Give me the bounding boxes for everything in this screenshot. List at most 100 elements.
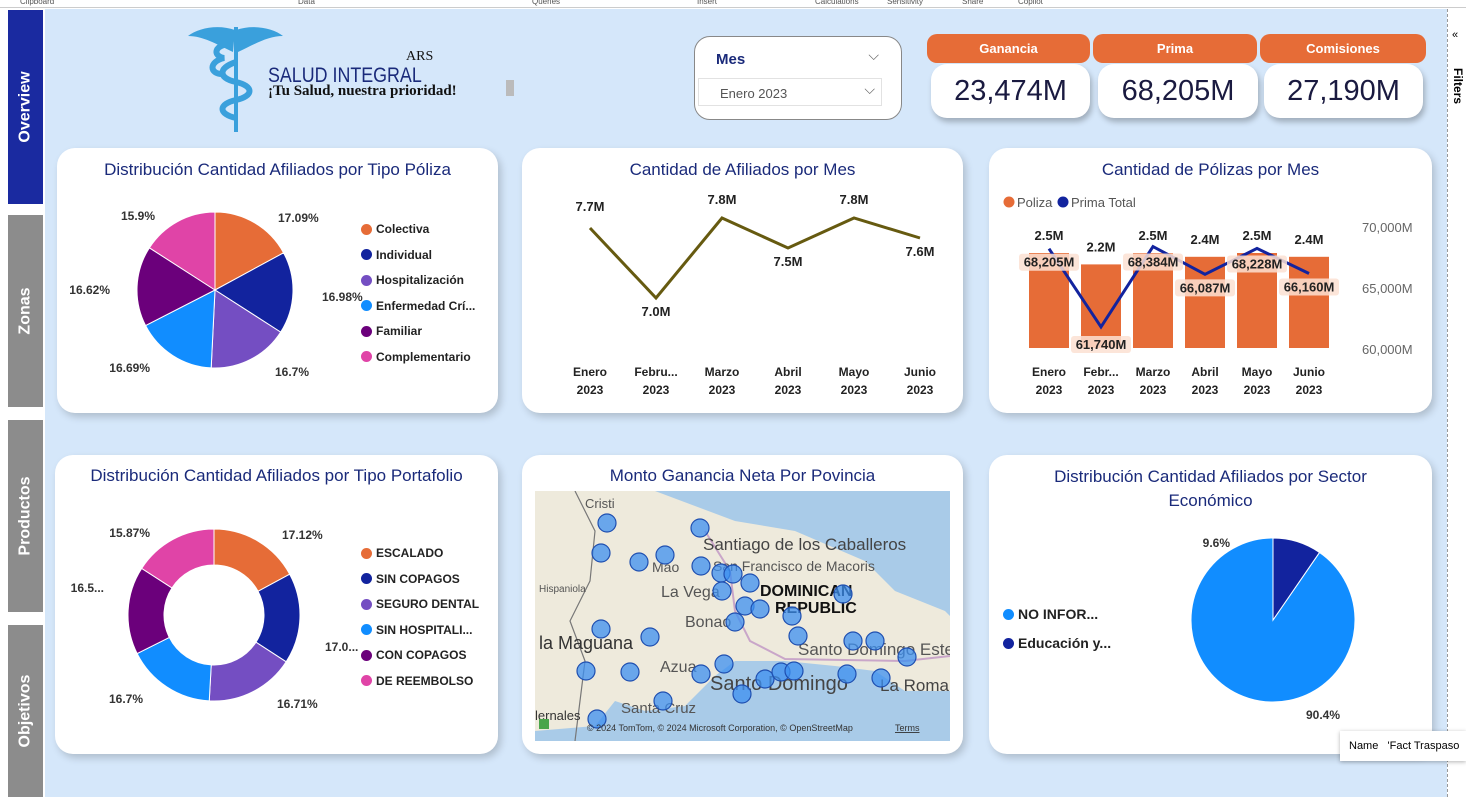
legend-label: DE REEMBOLSO [376, 673, 474, 688]
legend-item[interactable]: Enfermedad Crí... [361, 299, 475, 313]
map-bubble [784, 661, 804, 681]
map-terms-link: Terms [895, 723, 920, 733]
map-bubble [597, 513, 617, 533]
slicer-dropdown[interactable]: Enero 2023 ⌵ [698, 78, 882, 106]
legend-label: Individual [376, 247, 433, 262]
kpi-ganancia-label: Ganancia [927, 34, 1090, 63]
chevron-down-icon[interactable]: ⌵ [868, 47, 879, 63]
map-bubble [629, 552, 649, 572]
legend-marker [361, 598, 372, 610]
map-attribution: © 2024 TomTom, © 2024 Microsoft Corporat… [587, 723, 853, 733]
map-bubble [712, 581, 732, 601]
legend-label: CON COPAGOS [376, 648, 467, 662]
map-bubble [691, 556, 711, 576]
map-bubble [740, 573, 760, 593]
map-bubble [788, 626, 808, 646]
legend-marker [361, 274, 372, 286]
nav-tab-objetivos[interactable]: Objetivos [8, 625, 43, 797]
map-canvas[interactable]: Cristi Santiago de los Caballeros San Fran… [535, 491, 950, 741]
chart-title: Distribución Cantidad Afiliados por Sect… [1054, 467, 1367, 510]
legend-label: NO INFOR... [1018, 606, 1099, 622]
map-bubble [690, 518, 710, 538]
legend-item[interactable]: DE REEMBOLSO [361, 674, 473, 688]
nav-tab-productos[interactable]: Productos [8, 420, 43, 612]
logo-ars: ARS [406, 49, 434, 64]
legend-marker [361, 325, 372, 337]
legend-item[interactable]: SEGURO DENTAL [361, 597, 479, 611]
card-combo-polizas: Cantidad de Pólizas por Mes [989, 148, 1432, 413]
nav-tab-zonas[interactable]: Zonas [8, 215, 43, 407]
map-bubble [587, 709, 607, 729]
nav-tab-overview[interactable]: Overview [8, 10, 43, 204]
map-place-label: la Maguana [539, 633, 634, 653]
map-place-label: La Vega [661, 584, 720, 601]
chart-title: Monto Ganancia Neta Por Povincia [609, 466, 876, 485]
map-bubble [871, 668, 891, 688]
map-place-label: Santiago de los Caballeros [703, 535, 906, 554]
legend-item[interactable]: Hospitalización [361, 273, 464, 287]
filters-pane[interactable]: « Filters [1447, 9, 1466, 797]
chart-title: Cantidad de Afiliados por Mes [629, 160, 856, 179]
map-place-label: La Romana [880, 676, 950, 695]
map-bubble [576, 661, 596, 681]
legend-label: Familiar [376, 324, 423, 338]
ribbon-group-label: Clipboard [20, 0, 55, 6]
legend-marker [1003, 608, 1014, 620]
slicer-label: Mes [716, 51, 746, 68]
kpi-comisiones-value: 27,190M [1264, 64, 1423, 118]
tooltip: Name 'Fact Traspaso [1340, 731, 1466, 761]
card-line-afiliados: Cantidad de Afiliados por Mes [522, 148, 963, 413]
legend-marker [1003, 637, 1014, 649]
map-place-label: Hispaniola [539, 584, 586, 595]
legend-label: SIN HOSPITALI... [376, 622, 473, 637]
map-bubble [732, 684, 752, 704]
map-bubble [755, 669, 775, 689]
map-bubble [691, 664, 711, 684]
map-bubble [782, 606, 802, 626]
map-bubble [653, 691, 673, 711]
kpi-prima-value: 68,205M [1098, 64, 1258, 118]
legend-item[interactable]: NO INFOR... [1003, 606, 1098, 622]
kpi-ganancia-value: 23,474M [931, 64, 1090, 118]
legend-marker [361, 573, 372, 584]
legend-item[interactable]: Complementario [361, 350, 471, 364]
map-place-label: Azua [660, 659, 697, 676]
ribbon-group-label: Data [298, 0, 315, 6]
legend-label: Hospitalización [376, 273, 465, 287]
logo-name: SALUD INTEGRAL [268, 64, 422, 87]
month-slicer: Mes ⌵ Enero 2023 ⌵ [694, 36, 902, 120]
kpi-comisiones-label: Comisiones [1260, 34, 1426, 63]
legend-marker [361, 249, 372, 260]
legend-item[interactable]: Colectiva [361, 222, 429, 236]
logo-tagline: ¡Tu Salud, nuestra prioridad! [268, 83, 457, 99]
map-bubble [837, 664, 857, 684]
legend-item[interactable]: SIN COPAGOS [361, 572, 460, 586]
map-bubble [897, 647, 917, 667]
map-visual[interactable]: Cristi Santiago de los Caballeros San Fran… [535, 491, 950, 741]
legend-item[interactable]: Educación y... [1003, 635, 1111, 651]
chart-title: Distribución Cantidad Afiliados por Tipo… [104, 160, 451, 179]
ribbon-group-label: Sensitivity [887, 0, 924, 6]
tooltip-key: Name [1349, 740, 1379, 752]
collapse-icon[interactable]: « [1452, 29, 1459, 41]
legend-label: Complementario [376, 349, 471, 364]
ribbon: Clipboard Data Queries Insert Calculations Se… [0, 0, 1466, 8]
map-place-label: DOMINICAN [760, 583, 852, 600]
legend-item[interactable]: Familiar [361, 324, 422, 338]
nav-label: Zonas [16, 287, 34, 335]
legend-item[interactable]: ESCALADO [361, 546, 443, 560]
map-bubble [865, 631, 885, 651]
legend-item[interactable]: SIN HOSPITALI... [361, 623, 472, 637]
legend-item[interactable]: Individual [361, 248, 432, 262]
chevron-down-icon: ⌵ [864, 81, 875, 97]
microsoft-logo-icon [539, 719, 549, 729]
legend-label: Educación y... [1018, 635, 1112, 651]
legend-label: SIN COPAGOS [376, 571, 460, 586]
map-bubble [750, 599, 770, 619]
legend-marker [361, 624, 372, 635]
ribbon-group-label: Insert [697, 0, 718, 6]
legend-item[interactable]: CON COPAGOS [361, 648, 466, 662]
legend-label: Colectiva [376, 222, 430, 236]
legend-marker [361, 223, 372, 235]
map-bubble [591, 543, 611, 563]
